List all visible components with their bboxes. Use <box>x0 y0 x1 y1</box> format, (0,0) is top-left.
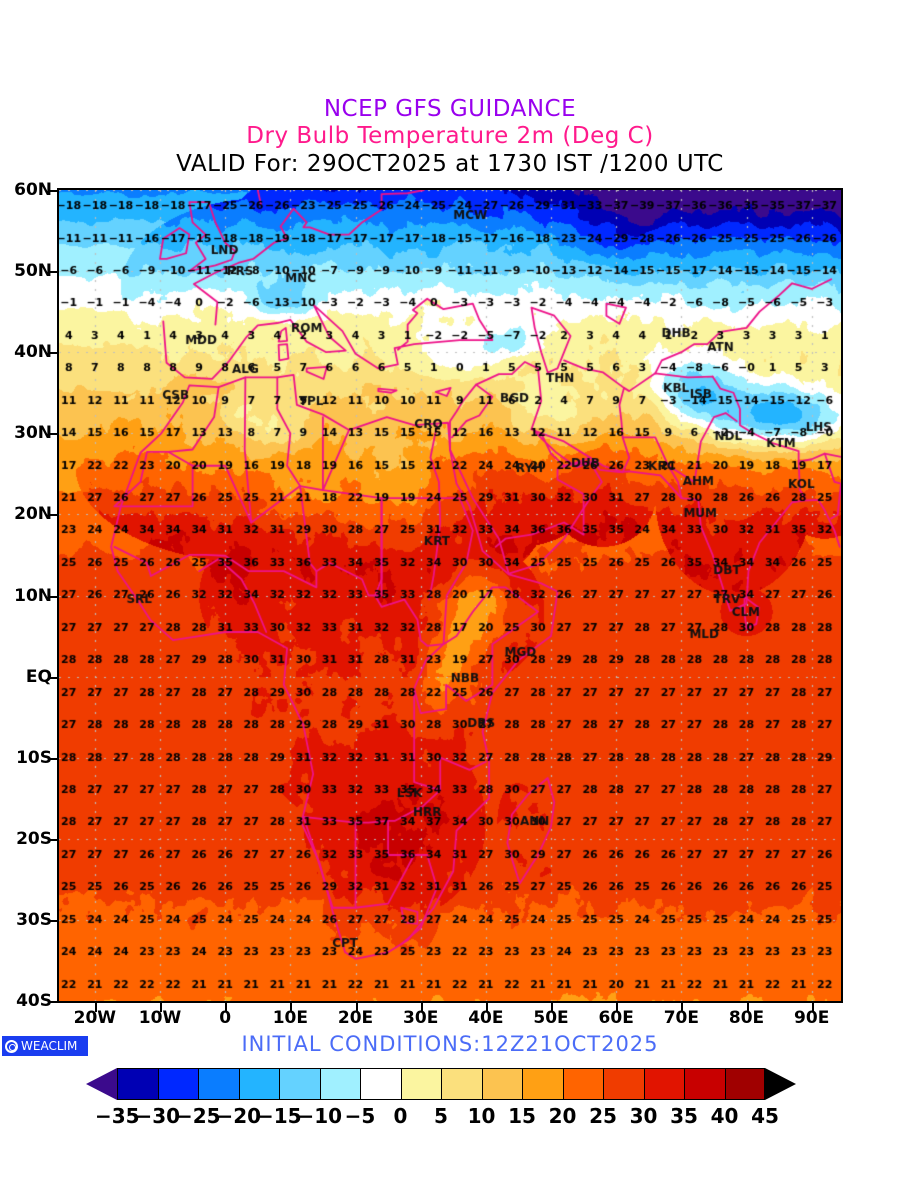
x-axis-label: 90E <box>794 1008 830 1028</box>
colorbar: −35 −30 −25 −20 −15 −10 −5 0 5 10 15 20 25 30 35 40 45 <box>0 1068 900 1138</box>
colorbar-cell <box>441 1068 482 1100</box>
colorbar-cell <box>198 1068 239 1100</box>
colorbar-tick-label: 25 <box>589 1104 617 1128</box>
x-axis-label: 50E <box>533 1008 569 1028</box>
colorbar-cell <box>684 1068 725 1100</box>
colorbar-cells <box>117 1068 765 1100</box>
x-axis-label: 10W <box>138 1008 182 1028</box>
x-axis-tick <box>616 1003 619 1012</box>
colorbar-cell <box>562 1068 603 1100</box>
x-axis-label: 70E <box>663 1008 699 1028</box>
x-axis-label: 40E <box>468 1008 504 1028</box>
y-axis-tick <box>49 595 58 598</box>
weaclim-logo-text: WEACLIM <box>21 1039 78 1053</box>
colorbar-tick-label: −15 <box>257 1104 302 1128</box>
y-axis-label: 30S <box>16 909 52 930</box>
y-axis-label: 20N <box>14 504 52 525</box>
x-axis-tick <box>811 1003 814 1012</box>
x-axis-tick <box>160 1003 162 1012</box>
y-axis-tick <box>49 838 58 841</box>
colorbar-cell <box>279 1068 320 1100</box>
y-axis-label: EQ <box>25 666 52 687</box>
colorbar-tick-label: −5 <box>344 1104 376 1128</box>
colorbar-tick-label: 10 <box>467 1104 496 1128</box>
colorbar-cell <box>603 1068 644 1100</box>
x-axis-label: 10E <box>272 1008 308 1028</box>
colorbar-tick-label: 15 <box>508 1104 536 1128</box>
colorbar-cell <box>238 1068 279 1100</box>
x-axis-tick <box>225 1003 228 1012</box>
colorbar-cell <box>157 1068 198 1100</box>
colorbar-tick-label: −10 <box>297 1104 343 1128</box>
x-axis-label: 0 <box>219 1008 232 1028</box>
colorbar-cell <box>400 1068 441 1100</box>
x-axis-tick <box>551 1003 553 1012</box>
x-axis-tick <box>290 1003 293 1012</box>
y-axis-label: 20S <box>16 828 52 849</box>
colorbar-cell <box>360 1068 401 1100</box>
temperature-field-canvas <box>59 190 841 1001</box>
y-axis-label: 40S <box>16 991 52 1011</box>
x-axis-tick <box>746 1003 749 1012</box>
x-axis-tick <box>420 1003 423 1012</box>
x-axis-label: 60E <box>598 1008 634 1028</box>
x-axis-tick <box>94 1003 97 1012</box>
colorbar-tick-label: −35 <box>95 1104 140 1128</box>
colorbar-cell <box>117 1068 158 1100</box>
y-axis-label: 10S <box>16 747 52 768</box>
weaclim-logo[interactable]: WEACLIM <box>2 1036 88 1056</box>
x-axis-tick <box>681 1003 684 1012</box>
y-axis-tick <box>49 514 58 517</box>
temperature-map[interactable] <box>57 188 843 1003</box>
variable-title: Dry Bulb Temperature 2m (Deg C) <box>246 123 654 149</box>
y-axis-tick <box>49 433 58 436</box>
colorbar-cell <box>522 1068 563 1100</box>
colorbar-tick-label: 35 <box>670 1104 698 1128</box>
model-title: NCEP GFS GUIDANCE <box>323 96 577 122</box>
y-axis-tick <box>49 1001 58 1003</box>
y-axis-tick <box>49 676 58 679</box>
x-axis-label: 80E <box>728 1008 765 1028</box>
y-axis-label: 30N <box>14 423 52 444</box>
colorbar-cell <box>481 1068 522 1100</box>
colorbar-tick-label: 40 <box>710 1104 739 1128</box>
y-axis-label: 10N <box>14 585 52 606</box>
colorbar-tick-label: −20 <box>216 1104 262 1128</box>
colorbar-under-cap <box>86 1068 117 1100</box>
colorbar-tick-label: 0 <box>393 1104 408 1128</box>
circle-logo-icon <box>5 1039 18 1053</box>
colorbar-cell <box>643 1068 684 1100</box>
y-axis-tick <box>49 271 58 274</box>
x-axis-label: 20E <box>337 1008 374 1028</box>
colorbar-cell <box>319 1068 360 1100</box>
colorbar-tick-label: 30 <box>629 1104 658 1128</box>
y-axis-label: 60N <box>14 180 52 200</box>
y-axis-label: 40N <box>14 342 52 363</box>
x-axis-tick <box>485 1003 488 1012</box>
title-block: NCEP GFS GUIDANCE Dry Bulb Temperature 2… <box>0 96 900 178</box>
initial-conditions-label: INITIAL CONDITIONS:12Z21OCT2025 <box>241 1032 659 1056</box>
y-axis-tick <box>49 757 58 760</box>
x-axis-label: 20W <box>73 1008 117 1028</box>
y-axis-label: 50N <box>14 261 52 282</box>
x-axis-tick <box>355 1003 358 1012</box>
colorbar-tick-label: −30 <box>135 1104 181 1128</box>
x-axis-label: 30E <box>403 1008 439 1028</box>
colorbar-cell <box>724 1068 765 1100</box>
colorbar-tick-label: −25 <box>176 1104 221 1128</box>
y-axis-tick <box>49 190 58 192</box>
colorbar-over-cap <box>765 1068 796 1100</box>
colorbar-tick-label: 20 <box>548 1104 577 1128</box>
y-axis-tick <box>49 352 58 355</box>
valid-time-title: VALID For: 29OCT2025 at 1730 IST /1200 U… <box>176 151 724 177</box>
colorbar-tick-label: 5 <box>434 1104 448 1128</box>
colorbar-tick-label: 45 <box>751 1104 779 1128</box>
y-axis-tick <box>49 919 58 922</box>
